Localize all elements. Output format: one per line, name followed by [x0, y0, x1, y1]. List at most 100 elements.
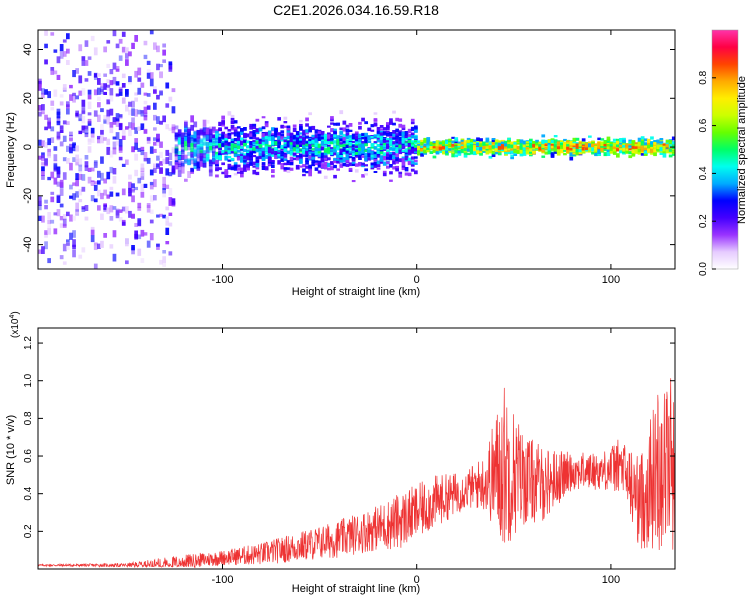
spectrogram-cell — [336, 135, 341, 139]
spectrogram-cell — [66, 211, 70, 217]
spectrogram-cell — [267, 150, 272, 154]
spectrogram-cell — [106, 63, 111, 68]
spectrogram-cell — [180, 149, 185, 155]
spectrogram-cell — [109, 126, 114, 134]
spectrogram-cell — [591, 141, 595, 145]
spectrogram-cell — [373, 122, 378, 127]
spectrogram-cell — [628, 145, 633, 148]
spectrogram-cell — [264, 154, 269, 159]
spectrogram-cell — [249, 161, 254, 165]
spectrogram-cell — [354, 140, 359, 145]
spectrogram-cell — [50, 67, 55, 71]
spectrogram-cell — [50, 70, 55, 75]
spectrogram-cell — [560, 148, 564, 152]
spectrogram-cell — [153, 195, 157, 201]
spectrogram-cell — [236, 132, 241, 138]
spectrogram-cell — [162, 250, 167, 254]
spectrogram-cell — [311, 162, 316, 166]
spectrogram-cell — [47, 212, 52, 220]
spectrogram-cell — [267, 157, 272, 163]
spectrogram-cell — [308, 142, 313, 147]
spectrogram-cell — [364, 136, 369, 140]
spectrogram-cell — [59, 51, 64, 59]
spectrogram-cell — [299, 138, 303, 141]
spectrogram-cell — [165, 149, 170, 156]
spectrogram-cell — [44, 232, 48, 238]
spectrogram-cell — [364, 132, 369, 137]
spectrogram-cell — [311, 137, 316, 140]
spectrogram-cell — [289, 147, 294, 150]
spectrogram-cell — [246, 140, 250, 144]
spectrogram-cell — [125, 238, 129, 247]
spectrogram-cell — [609, 149, 614, 154]
spectrogram-cell — [283, 162, 288, 166]
spectrogram-cell — [308, 155, 313, 160]
spectrogram-cell — [221, 120, 226, 125]
spectrogram-cell — [109, 95, 114, 102]
spectrogram-cell — [69, 131, 73, 136]
spectrogram-cell — [358, 144, 362, 148]
spectrogram-cell — [302, 140, 306, 145]
spectrogram-cell — [252, 129, 257, 134]
spectrogram-cell — [389, 121, 393, 125]
spectrogram-cell — [187, 142, 191, 151]
spectrogram-cell — [66, 108, 70, 115]
spectrogram-cell — [659, 141, 664, 146]
spectrogram-cell — [280, 130, 285, 134]
spectrogram-cell — [38, 139, 42, 146]
spectrogram-cell — [224, 138, 229, 141]
spectrogram-cell — [563, 152, 567, 156]
spectrogram-cell — [47, 219, 52, 225]
spectrogram-cell — [143, 158, 148, 162]
spectrogram-cell — [190, 168, 195, 172]
spectrogram-cell — [190, 124, 195, 131]
spectrogram-cell — [414, 156, 418, 159]
spectrogram-cell — [432, 147, 437, 150]
spectrogram-cell — [44, 114, 48, 120]
spectrogram-cell — [535, 145, 539, 149]
spectrogram-cell — [398, 132, 403, 135]
spectrogram-cell — [479, 151, 483, 156]
spectrogram-cell — [131, 146, 135, 153]
spectrogram-cell — [423, 149, 428, 154]
spectrogram-cell — [612, 148, 617, 152]
spectrogram-cell — [261, 150, 266, 155]
spectrogram-cell — [619, 144, 623, 148]
spectrogram-cell — [423, 137, 428, 143]
spectrogram-cell — [650, 143, 654, 148]
spectrogram-cell — [177, 163, 182, 168]
spectrogram-cell — [628, 148, 633, 151]
spectrogram-cell — [302, 173, 306, 177]
spectrogram-cell — [671, 151, 675, 154]
spectrogram-cell — [109, 191, 114, 197]
spectrogram-cell — [240, 173, 244, 178]
spectrogram-cell — [236, 149, 241, 153]
spectrogram-cell — [59, 125, 64, 130]
spectrogram-cell — [258, 142, 263, 147]
spectrogram-cell — [171, 124, 176, 128]
spectrogram-cell — [479, 143, 483, 148]
spectrogram-cell — [224, 142, 229, 146]
spectrogram-cell — [292, 144, 297, 149]
spectrogram-cell — [208, 134, 213, 143]
spectrogram-cell — [457, 147, 462, 150]
spectrogram-cell — [208, 148, 213, 153]
spectrogram-cell — [342, 163, 347, 167]
spectrogram-cell — [339, 110, 344, 115]
spectrogram-cell — [330, 134, 334, 138]
spectrogram-cell — [240, 152, 244, 156]
spectrogram-cell — [485, 142, 490, 145]
spectrogram-cell — [156, 45, 160, 53]
spectrogram-cell — [389, 164, 393, 168]
spectrogram-cell — [180, 162, 185, 167]
spectrogram-cell — [448, 148, 452, 151]
spectrogram-cell — [532, 141, 536, 144]
spectrogram-cell — [323, 148, 328, 152]
spectrogram-cell — [236, 153, 241, 156]
spectrogram-cell — [675, 144, 679, 146]
spectrogram-cell — [174, 162, 179, 170]
spectrogram-cell — [392, 137, 396, 140]
spectrogram-cell — [131, 245, 135, 251]
spectrogram-cell — [603, 140, 608, 144]
spectrogram-cell — [100, 240, 104, 248]
